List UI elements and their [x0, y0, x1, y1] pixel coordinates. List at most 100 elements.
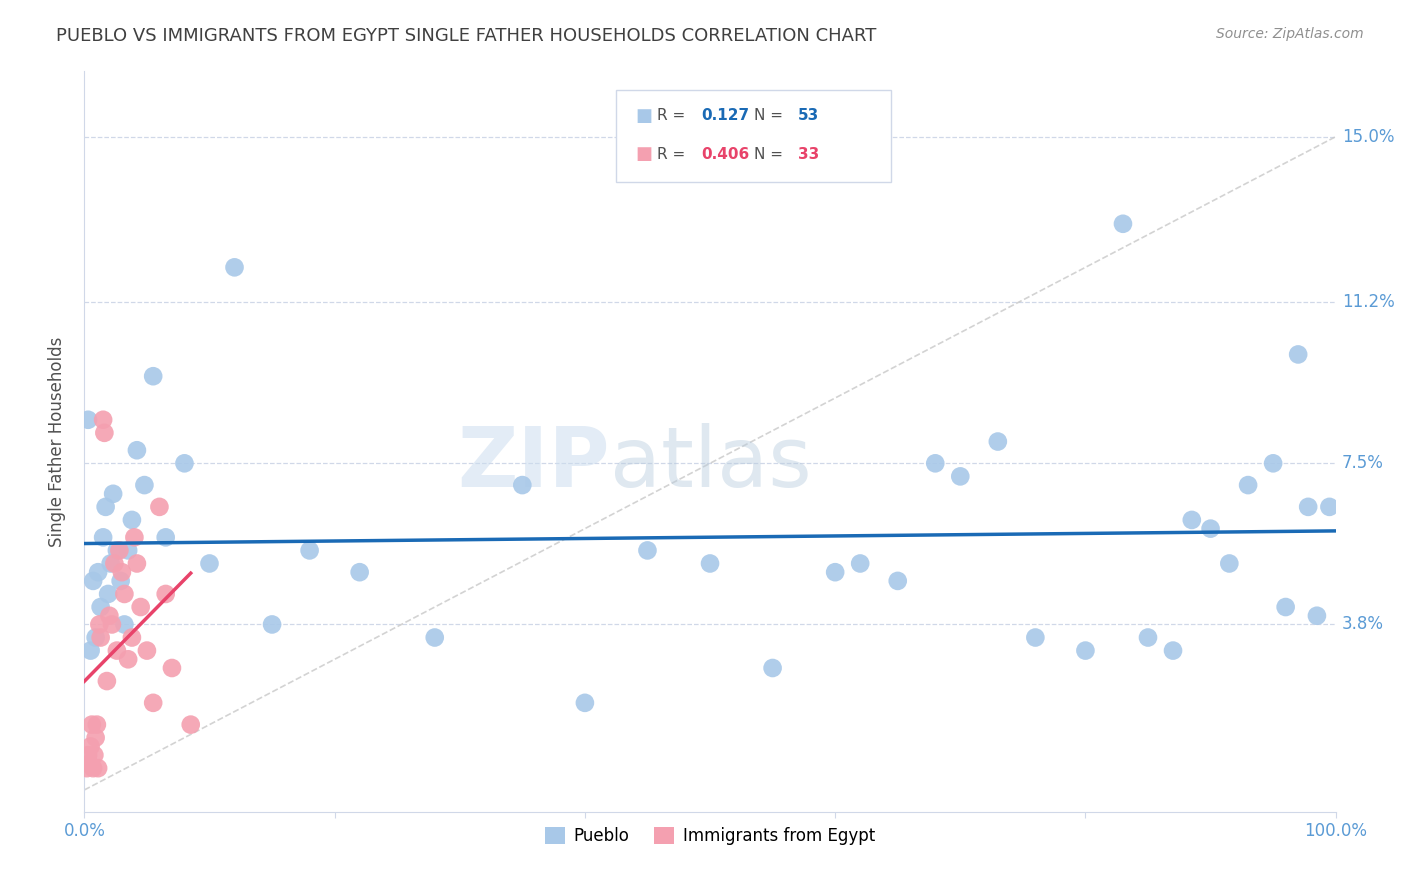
Point	[111, 565, 134, 579]
Point	[82, 761, 104, 775]
Point	[423, 631, 446, 645]
Point	[93, 425, 115, 440]
Text: 11.2%: 11.2%	[1341, 293, 1395, 311]
Point	[101, 617, 124, 632]
Point	[1161, 643, 1184, 657]
Text: 0.127: 0.127	[702, 108, 749, 123]
Point	[224, 260, 246, 275]
Text: N =: N =	[754, 108, 787, 123]
Point	[762, 661, 785, 675]
Point	[84, 731, 107, 745]
Point	[82, 574, 104, 588]
Y-axis label: Single Father Households: Single Father Households	[48, 336, 66, 547]
Point	[84, 631, 107, 645]
Point	[121, 631, 143, 645]
Text: ■: ■	[636, 107, 652, 125]
Point	[887, 574, 910, 588]
Point	[98, 608, 121, 623]
Point	[155, 587, 177, 601]
Point	[160, 661, 183, 675]
Point	[100, 557, 122, 571]
Point	[105, 543, 128, 558]
Point	[512, 478, 534, 492]
Point	[1319, 500, 1341, 514]
Point	[298, 543, 321, 558]
Point	[121, 513, 143, 527]
Point	[79, 643, 101, 657]
Point	[76, 761, 98, 775]
Point	[134, 478, 156, 492]
FancyBboxPatch shape	[616, 90, 891, 183]
Point	[1112, 217, 1135, 231]
Point	[574, 696, 596, 710]
Point	[90, 631, 112, 645]
Text: 3.8%: 3.8%	[1341, 615, 1384, 633]
Point	[103, 557, 125, 571]
Point	[83, 748, 105, 763]
Point	[125, 557, 148, 571]
Point	[1263, 456, 1285, 470]
Point	[949, 469, 972, 483]
Point	[96, 674, 118, 689]
Text: Source: ZipAtlas.com: Source: ZipAtlas.com	[1216, 27, 1364, 41]
Point	[637, 543, 659, 558]
Point	[142, 696, 165, 710]
Point	[86, 717, 108, 731]
Point	[105, 643, 128, 657]
Point	[79, 756, 101, 771]
Point	[1199, 522, 1222, 536]
Point	[117, 652, 139, 666]
Point	[1286, 347, 1309, 361]
Text: 53: 53	[797, 108, 818, 123]
Point	[699, 557, 721, 571]
Text: ZIP: ZIP	[457, 423, 610, 504]
Point	[90, 600, 112, 615]
Text: R =: R =	[658, 147, 690, 161]
Point	[1237, 478, 1260, 492]
Text: R =: R =	[658, 108, 690, 123]
Point	[124, 530, 146, 544]
Point	[1306, 608, 1329, 623]
Text: PUEBLO VS IMMIGRANTS FROM EGYPT SINGLE FATHER HOUSEHOLDS CORRELATION CHART: PUEBLO VS IMMIGRANTS FROM EGYPT SINGLE F…	[56, 27, 876, 45]
Point	[112, 587, 135, 601]
Point	[198, 557, 221, 571]
Text: 7.5%: 7.5%	[1341, 454, 1384, 473]
Point	[1181, 513, 1204, 527]
Point	[1296, 500, 1319, 514]
Point	[349, 565, 371, 579]
Point	[173, 456, 195, 470]
Point	[142, 369, 165, 384]
Text: ■: ■	[636, 145, 652, 163]
Point	[101, 487, 124, 501]
Point	[136, 643, 159, 657]
Point	[110, 574, 132, 588]
Point	[117, 543, 139, 558]
Point	[1274, 600, 1296, 615]
Point	[79, 739, 101, 754]
Point	[1024, 631, 1046, 645]
Point	[91, 530, 114, 544]
Point	[1218, 557, 1240, 571]
Text: atlas: atlas	[610, 423, 811, 504]
Text: 0.406: 0.406	[702, 147, 749, 161]
Point	[77, 413, 100, 427]
Point	[80, 717, 103, 731]
Point	[924, 456, 946, 470]
Point	[94, 500, 117, 514]
Point	[77, 748, 100, 763]
Legend: Pueblo, Immigrants from Egypt: Pueblo, Immigrants from Egypt	[538, 820, 882, 852]
Text: N =: N =	[754, 147, 787, 161]
Point	[155, 530, 177, 544]
Point	[262, 617, 284, 632]
Point	[1136, 631, 1159, 645]
Point	[987, 434, 1010, 449]
Point	[180, 717, 202, 731]
Point	[91, 413, 114, 427]
Point	[1074, 643, 1097, 657]
Text: 33: 33	[797, 147, 818, 161]
Point	[89, 617, 111, 632]
Point	[125, 443, 148, 458]
Point	[87, 565, 110, 579]
Point	[97, 587, 120, 601]
Point	[824, 565, 846, 579]
